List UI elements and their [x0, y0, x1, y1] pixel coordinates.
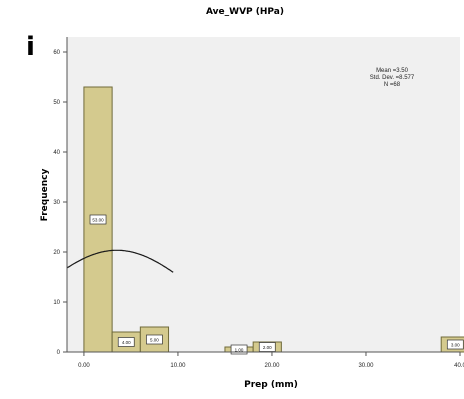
stat-mean: Mean =3.50	[376, 68, 409, 74]
stat-n: N =68	[384, 82, 401, 88]
bar-value-label: 3.00	[451, 343, 460, 348]
bar-labels-group: 53.00 4.00 5.00 1.00 2.00 3.00	[89, 214, 464, 355]
x-tick-label: 10.00	[170, 363, 186, 369]
x-tick-label: 0.00	[78, 363, 90, 369]
y-tick-label: 60	[53, 50, 60, 56]
x-tick-label: 30.00	[358, 363, 374, 369]
bar-value-label: 2.00	[263, 345, 272, 350]
bar-value-box	[446, 339, 464, 350]
y-tick-label: 10	[53, 300, 60, 306]
y-tick-label: 30	[53, 200, 60, 206]
y-tick-label: 0	[57, 350, 61, 356]
stats-box: Mean =3.50 Std. Dev. =8.577 N =68	[370, 68, 415, 88]
chart-title: Ave_WVP (HPa)	[206, 7, 284, 17]
normal-curve	[66, 249, 174, 273]
panel-letter: i	[26, 32, 35, 62]
bar-value-box	[146, 334, 163, 345]
bar-value-box	[230, 344, 248, 355]
x-axis-label: Prep (mm)	[244, 380, 298, 390]
x-tick-label: 40.0	[454, 363, 464, 369]
bar-value-box	[89, 214, 107, 225]
y-tick-label: 50	[53, 100, 60, 106]
x-tick-group: 0.00 10.00 20.00 30.00 40.0	[78, 352, 464, 369]
stat-std-dev: Std. Dev. =8.577	[370, 75, 415, 81]
bar-value-label: 4.00	[122, 340, 131, 345]
plot-background	[67, 37, 460, 352]
bar-value-label: 1.00	[235, 348, 244, 353]
y-axis-label: Frequency	[40, 169, 50, 222]
bar-value-box	[117, 337, 135, 347]
bar-value-label: 5.00	[150, 338, 159, 343]
y-tick-label: 20	[53, 250, 60, 256]
y-tick-group: 0 10 20 30 40 50 60	[53, 50, 67, 356]
x-tick-label: 20.00	[264, 363, 280, 369]
y-tick-label: 40	[53, 150, 60, 156]
bar-value-label: 53.00	[92, 218, 104, 223]
